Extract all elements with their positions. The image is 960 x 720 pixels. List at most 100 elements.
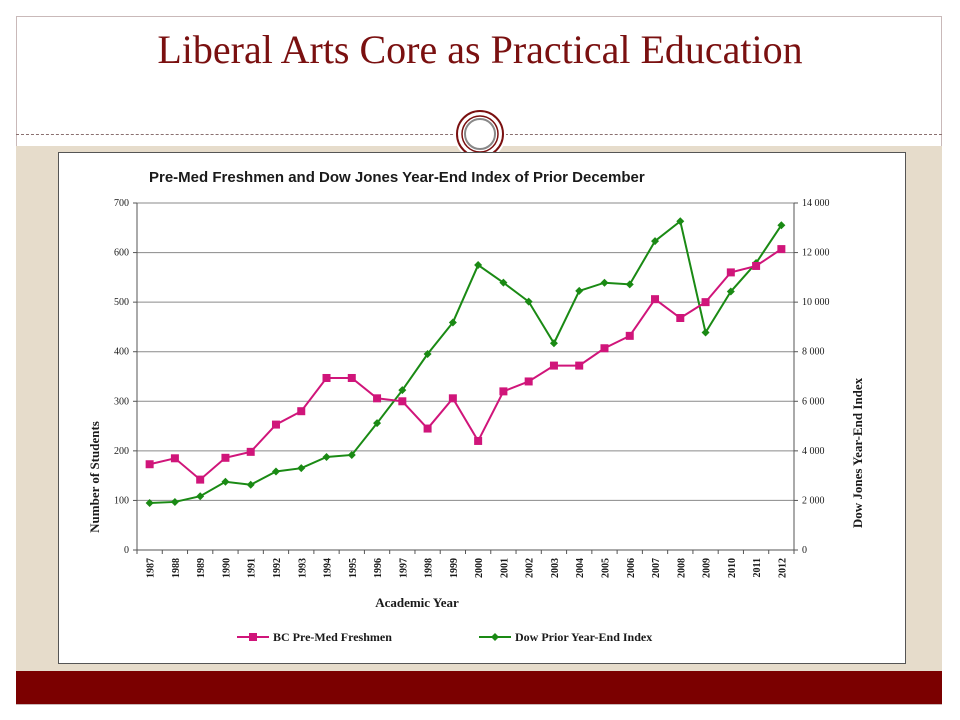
dow-point [448,318,457,327]
premed-point [549,361,558,370]
premed-point [752,261,761,270]
legend-label-premed: BC Pre-Med Freshmen [273,630,392,644]
y-tick-label: 300 [114,396,129,407]
premed-point [347,373,356,382]
x-tick-label: 1988 [171,558,182,578]
y2-tick-label: 6 000 [802,396,825,407]
chart-legend: BC Pre-Med Freshmen Dow Prior Year-End In… [237,630,652,644]
x-tick-label: 2001 [499,558,510,578]
dow-point [701,328,710,337]
dow-point [625,280,634,289]
legend-marker-premed [249,633,257,641]
x-tick-label: 2005 [600,558,611,578]
premed-point [474,436,483,445]
dow-point [575,286,584,295]
y-tick-label: 400 [114,347,129,358]
dow-point [246,480,255,489]
y2-tick-label: 14 000 [802,198,830,209]
y-tick-label: 500 [114,297,129,308]
premed-point [145,460,154,469]
dow-point [499,278,508,287]
premed-point [398,397,407,406]
premed-point [575,361,584,370]
x-tick-label: 2007 [651,558,662,578]
y2-tick-label: 4 000 [802,446,825,457]
dow-point [549,339,558,348]
dow-point [322,452,331,461]
dow-point [777,221,786,230]
legend-marker-dow [491,633,499,641]
x-tick-label: 1991 [247,558,258,578]
chart-panel: Pre-Med Freshmen and Dow Jones Year-End … [58,152,906,664]
series-line-dow [149,219,783,505]
legend-label-dow: Dow Prior Year-End Index [515,630,652,644]
premed-point [373,394,382,403]
dow-point [373,419,382,428]
premed-point [625,331,634,340]
premed-point [196,475,205,484]
premed-point [170,454,179,463]
x-tick-label: 2002 [525,558,536,578]
y2-tick-label: 12 000 [802,248,830,259]
x-tick-label: 1998 [424,558,435,578]
y2-tick-label: 10 000 [802,297,830,308]
dow-point [196,492,205,501]
x-tick-label: 2006 [626,558,637,578]
premed-point [297,407,306,416]
series-line-premed [149,248,782,481]
chart-title: Pre-Med Freshmen and Dow Jones Year-End … [149,169,645,186]
x-tick-label: 1993 [297,558,308,578]
y-axis-label: Number of Students [87,421,102,533]
x-tick-label: 1990 [221,558,232,578]
y-tick-label: 600 [114,248,129,259]
premed-point [726,268,735,277]
x-tick-label: 2010 [727,558,738,578]
x-tick-label: 1995 [348,558,359,578]
x-tick-label: 2011 [752,558,763,577]
x-tick-label: 1994 [323,558,334,578]
premed-point [651,295,660,304]
x-tick-label: 2012 [777,558,788,578]
y-tick-label: 100 [114,495,129,506]
premed-point [221,453,230,462]
dow-point [600,278,609,287]
x-tick-label: 1992 [272,558,283,578]
x-tick-label: 2000 [474,558,485,578]
premed-point [271,420,280,429]
x-tick-label: 1989 [196,558,207,578]
premed-point [423,424,432,433]
dow-point [297,464,306,473]
x-tick-label: 2003 [550,558,561,578]
dow-point [398,386,407,395]
premed-point [499,387,508,396]
dow-point [423,349,432,358]
dow-point [170,497,179,506]
x-tick-label: 2008 [676,558,687,578]
x-tick-label: 1987 [146,558,157,578]
x-tick-label: 2009 [702,558,713,578]
y-tick-label: 200 [114,446,129,457]
x-tick-label: 1999 [449,558,460,578]
dow-point [676,217,685,226]
x-tick-label: 1997 [398,558,409,578]
premed-point [322,373,331,382]
y-tick-label: 700 [114,198,129,209]
dow-point [726,287,735,296]
dow-point [145,499,154,508]
premed-point [676,314,685,323]
dow-point [651,237,660,246]
premed-point [701,298,710,307]
dow-point [474,261,483,270]
premed-point [524,377,533,386]
y2-tick-label: 0 [802,545,807,556]
dow-point [221,477,230,486]
dow-point [347,450,356,459]
premed-point [600,344,609,353]
x-axis-label: Academic Year [375,595,459,610]
y2-tick-label: 8 000 [802,347,825,358]
y2-tick-label: 2 000 [802,495,825,506]
premed-point [246,447,255,456]
footer-band [16,671,942,704]
y2-axis-label: Dow Jones Year-End Index [850,377,865,528]
dow-point [271,467,280,476]
